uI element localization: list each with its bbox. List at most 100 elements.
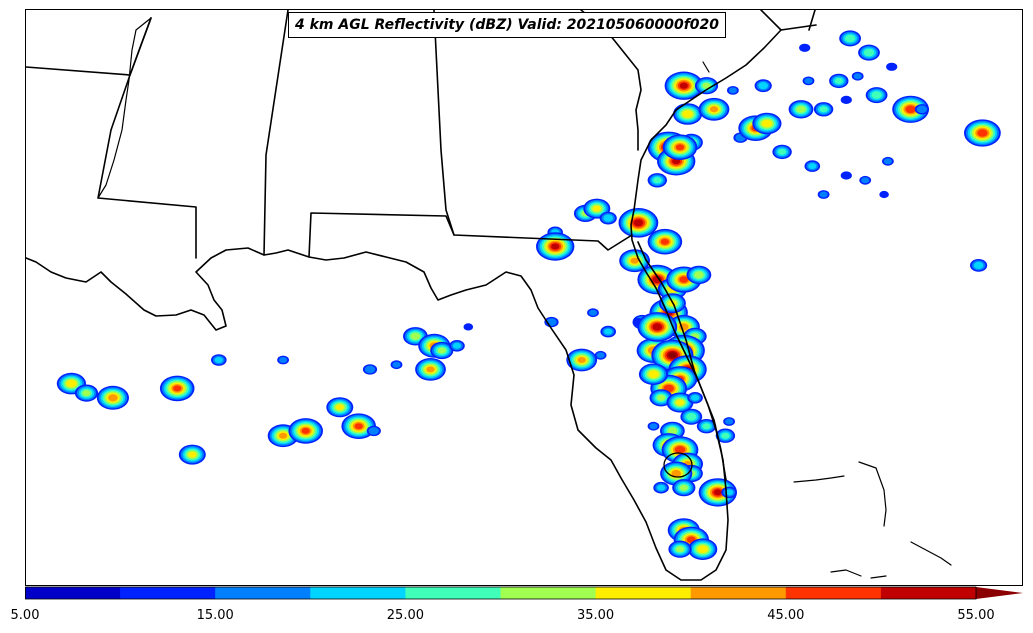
reflectivity-contour [426, 366, 435, 373]
reflectivity-contour [702, 82, 711, 89]
colorbar-segment [405, 587, 501, 599]
reflectivity-contour [819, 191, 828, 198]
colorbar-segments [25, 587, 977, 599]
river [97, 17, 152, 199]
reflectivity-contour [675, 144, 685, 151]
reflectivity-contour [721, 432, 730, 439]
lake-okeechobee [663, 452, 693, 478]
storm-cell [587, 308, 599, 318]
storm-cell [178, 444, 206, 465]
storm-cell [668, 540, 692, 558]
reflectivity-contour [657, 484, 666, 491]
storm-cell [463, 323, 474, 331]
island [910, 541, 952, 566]
reflectivity-contour [649, 423, 658, 430]
colorbar-extend-arrow [976, 587, 1023, 599]
storm-cell [788, 100, 814, 119]
storm-cell [594, 350, 607, 360]
storm-cell [600, 325, 616, 338]
reflectivity-contour [437, 347, 446, 354]
reflectivity-contour [840, 171, 852, 180]
reflectivity-contour [679, 82, 688, 89]
storm-cell [865, 87, 888, 104]
storm-cell [882, 156, 894, 166]
reflectivity-contour [279, 357, 288, 363]
storm-cell [159, 375, 195, 402]
colorbar-segment [785, 587, 882, 599]
storm-cell [566, 348, 598, 372]
reflectivity-contour [675, 546, 685, 553]
storm-cell [813, 102, 834, 117]
reflectivity-contour [657, 394, 666, 401]
reflectivity-contour [709, 106, 719, 113]
storm-cell [277, 355, 289, 365]
reflectivity-contour [368, 427, 379, 435]
reflectivity-contour [679, 484, 688, 491]
reflectivity-contour [335, 404, 344, 411]
storm-cell [288, 418, 324, 444]
map-canvas [26, 10, 1001, 581]
colorbar-segment [310, 587, 406, 599]
storm-cell [211, 354, 227, 366]
storm-cell [362, 364, 378, 375]
storm-cell [687, 392, 703, 404]
storm-cell [536, 232, 575, 261]
reflectivity-contour [819, 106, 828, 113]
colorbar-tick-label: 5.00 [10, 608, 40, 623]
reflectivity-contour [883, 158, 893, 165]
reflectivity-contour [188, 451, 197, 458]
storm-cell [970, 259, 988, 272]
storm-cell [772, 144, 792, 160]
reflectivity-contour [674, 446, 686, 454]
state-border [97, 17, 197, 259]
reflectivity-contour [840, 95, 852, 104]
colorbar-tick-label: 55.00 [957, 608, 995, 623]
reflectivity-contour [301, 427, 310, 434]
colorbar-segment [500, 587, 597, 599]
reflectivity-contour [577, 357, 586, 363]
reflectivity-contour [799, 43, 811, 52]
reflectivity-contour [633, 219, 644, 227]
reflectivity-contour [668, 352, 677, 359]
reflectivity-contour [808, 163, 817, 170]
storm-cell [964, 119, 1001, 147]
storm-cell [638, 363, 669, 386]
storm-cell [727, 86, 739, 95]
storm-cell [680, 408, 703, 425]
reflectivity-contour [82, 390, 91, 397]
storm-cell [666, 392, 694, 413]
reflectivity-contour [364, 365, 376, 374]
storm-cell [886, 62, 898, 71]
reflectivity-contour [905, 105, 916, 114]
map-panel [25, 9, 1023, 586]
reflectivity-contour [592, 205, 601, 212]
storm-cell [637, 312, 678, 342]
reflectivity-contour [463, 323, 474, 331]
reflectivity-contour [796, 105, 806, 113]
river [637, 241, 727, 481]
reflectivity-contour [863, 48, 875, 57]
reflectivity-contour [682, 110, 693, 118]
colorbar-segment [880, 587, 977, 599]
storm-cell [583, 198, 611, 219]
map-title: 4 km AGL Reflectivity (dBZ) Valid: 20210… [288, 12, 727, 38]
storm-cell [799, 43, 811, 52]
storm-cell [723, 417, 735, 426]
colorbar-tick-label: 25.00 [386, 608, 424, 623]
reflectivity-contour [173, 385, 182, 392]
reflectivity-contour [758, 82, 768, 90]
reflectivity-contour [804, 77, 813, 84]
storm-cell [647, 173, 667, 188]
storm-cell [664, 71, 703, 100]
reflectivity-contour [844, 34, 856, 43]
state-border [263, 10, 289, 256]
storm-cell [839, 30, 861, 47]
island [793, 475, 845, 483]
storm-cell [858, 44, 880, 61]
island [870, 575, 887, 579]
storm-cell [686, 265, 712, 285]
colorbar-segment [690, 587, 787, 599]
colorbar-outline [25, 586, 977, 600]
reflectivity-contour [214, 357, 223, 363]
storm-cell [817, 190, 830, 199]
